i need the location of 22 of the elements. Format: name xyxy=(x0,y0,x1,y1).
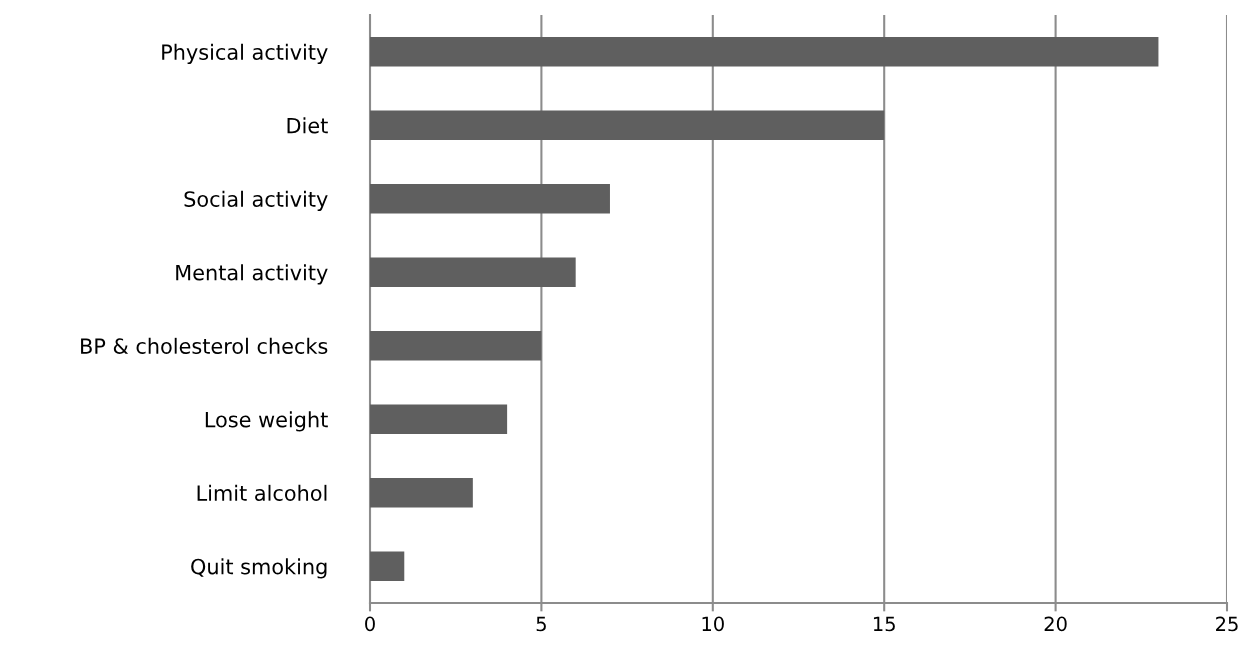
x-tick-label: 0 xyxy=(365,616,375,632)
y-tick-label: Social activity xyxy=(184,190,328,211)
bar xyxy=(370,110,885,140)
y-tick-label: Limit alcohol xyxy=(197,484,327,501)
x-tick-label: 15 xyxy=(873,616,895,632)
y-tick-label: Quit smoking xyxy=(191,558,327,579)
bar xyxy=(370,478,473,508)
y-tick-label: Physical activity xyxy=(162,43,328,64)
y-tick-label: Lose weight xyxy=(205,411,328,432)
x-tick-label: 5 xyxy=(536,616,546,632)
x-tick-label: 20 xyxy=(1044,616,1067,632)
bar xyxy=(370,404,508,434)
y-tick-label: Diet xyxy=(287,117,328,134)
bar xyxy=(370,37,1159,67)
x-tick-label: 10 xyxy=(702,616,724,632)
bar xyxy=(370,331,542,361)
y-tick-label: Mental activity xyxy=(176,264,328,285)
bar xyxy=(370,257,576,287)
x-tick-label: 25 xyxy=(1216,616,1238,632)
y-tick-label: BP & cholesterol checks xyxy=(81,337,328,354)
bar xyxy=(370,551,405,581)
bar xyxy=(370,184,610,214)
